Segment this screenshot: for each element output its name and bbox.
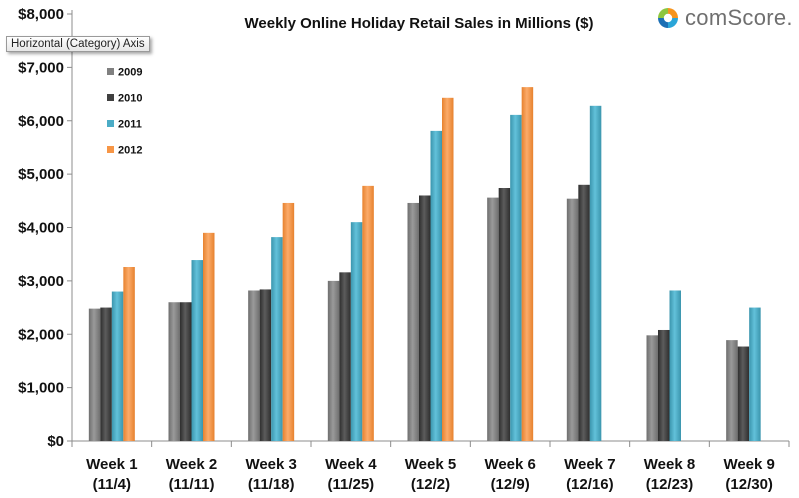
- x-tick-label: Week 6 (12/9): [484, 456, 535, 493]
- x-tick-label: Week 4 (11/25): [325, 456, 377, 493]
- x-axis: Week 1 (11/4) Week 2 (11/11) Week 3 (11/18) We…: [71, 440, 790, 493]
- bar-2011-4: [430, 130, 442, 441]
- bar-2009-1: [168, 302, 180, 441]
- bar-2009-5: [487, 197, 499, 441]
- x-tick-label: Week 1 (11/4): [86, 456, 137, 493]
- bar-2010-8: [737, 346, 750, 441]
- legend-swatch-2011: [107, 120, 114, 127]
- x-tick-label: Week 3 (11/18): [245, 456, 296, 493]
- bar-2010-7: [658, 329, 670, 441]
- bar-2009-0: [88, 308, 101, 441]
- legend-label-2011: 2011: [118, 119, 142, 131]
- bar-2012-4: [442, 97, 454, 442]
- bars: [88, 87, 761, 442]
- bar-2012-5: [521, 87, 534, 442]
- legend-label-2012: 2012: [118, 145, 142, 157]
- bar-2012-2: [282, 202, 295, 441]
- y-tick-label: $8,000: [18, 6, 64, 23]
- x-tick-label: Week 7 (12/16): [564, 456, 615, 493]
- bar-2011-7: [669, 290, 681, 441]
- x-tick-label: Week 5 (12/2): [405, 456, 456, 493]
- bar-2010-0: [100, 307, 112, 441]
- bar-2009-6: [566, 198, 579, 441]
- bar-2009-4: [407, 202, 419, 441]
- bar-2009-3: [327, 280, 340, 442]
- bar-2011-1: [191, 260, 203, 441]
- y-axis: $0 $1,000 $2,000 $3,000 $4,000 $5,000 $6,000 $7…: [18, 6, 73, 450]
- legend-label-2009: 2009: [118, 67, 142, 79]
- bar-2010-4: [419, 195, 431, 441]
- bar-2009-8: [726, 340, 738, 441]
- y-tick-label: $1,000: [18, 380, 64, 397]
- bar-2011-6: [589, 105, 602, 441]
- y-tick-label: $0: [47, 433, 64, 450]
- y-tick-label: $5,000: [18, 166, 64, 183]
- legend-swatch-2010: [107, 94, 114, 101]
- legend: 2009 2010 2011 2012: [107, 67, 142, 157]
- chart-title: Weekly Online Holiday Retail Sales in Mi…: [245, 15, 594, 32]
- bar-2010-2: [259, 289, 272, 441]
- y-tick-label: $3,000: [18, 273, 64, 290]
- bar-2012-1: [203, 232, 215, 441]
- legend-swatch-2012: [107, 146, 114, 153]
- x-tick-label: Week 2 (11/11): [166, 456, 217, 493]
- y-tick-label: $7,000: [18, 59, 64, 76]
- bar-2012-3: [362, 185, 374, 441]
- bar-2010-3: [339, 272, 351, 441]
- bar-2009-2: [248, 290, 260, 441]
- comscore-logo-icon: [658, 8, 678, 28]
- y-tick-label: $6,000: [18, 113, 64, 130]
- bar-2011-3: [350, 222, 363, 441]
- bar-2011-8: [749, 307, 761, 441]
- comscore-logo: comScore.: [656, 5, 793, 31]
- bar-2012-0: [123, 267, 135, 441]
- bar-2011-0: [111, 291, 124, 441]
- legend-label-2010: 2010: [118, 93, 142, 105]
- y-tick-label: $2,000: [18, 326, 64, 343]
- bar-2011-5: [510, 114, 522, 441]
- bar-2010-5: [498, 188, 511, 441]
- bar-2010-6: [578, 184, 590, 442]
- y-tick-label: $4,000: [18, 220, 64, 237]
- x-tick-label: Week 9 (12/30): [723, 456, 774, 493]
- bar-2009-7: [646, 335, 658, 441]
- bar-2010-1: [180, 302, 192, 441]
- x-tick-label: Week 8 (12/23): [644, 456, 695, 493]
- legend-swatch-2009: [107, 68, 114, 75]
- bar-2011-2: [271, 237, 283, 441]
- comscore-logo-text: comScore.: [685, 5, 793, 30]
- axis-tooltip: Horizontal (Category) Axis: [6, 36, 150, 52]
